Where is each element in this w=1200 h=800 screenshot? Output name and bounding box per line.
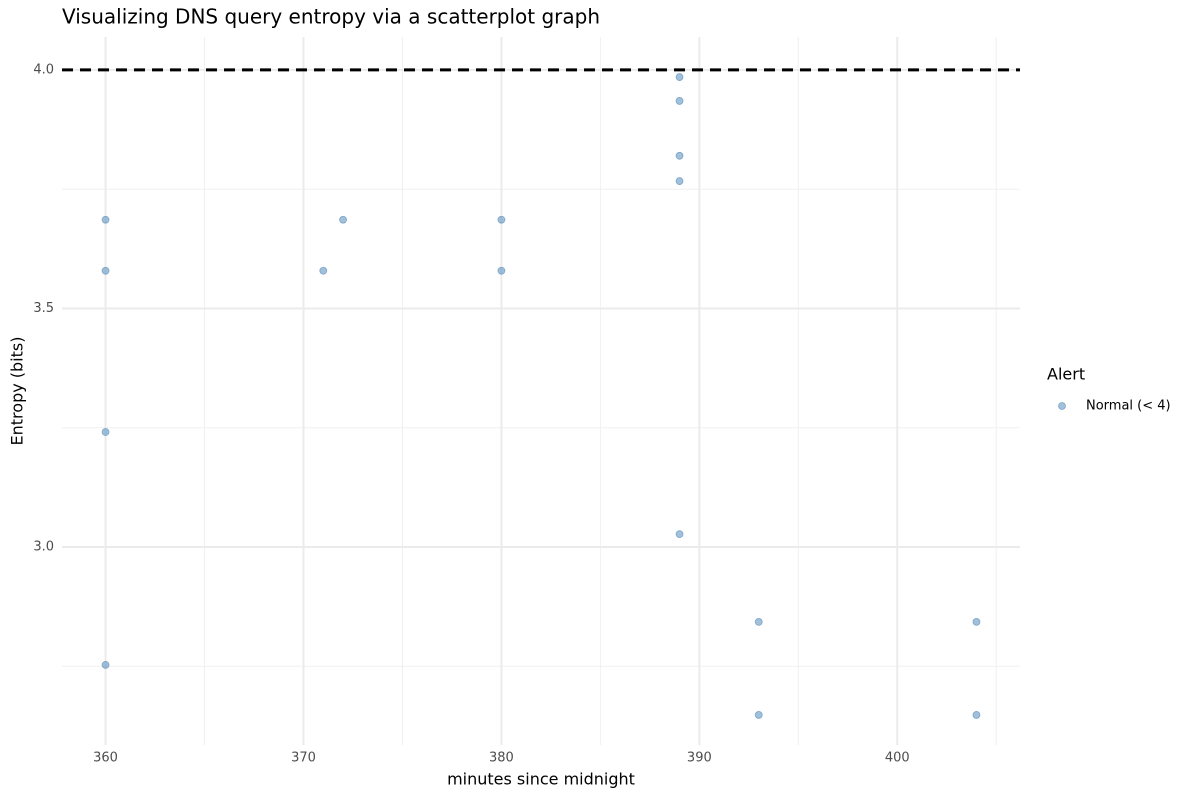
- legend-label: Normal (< 4): [1086, 399, 1171, 414]
- point: [319, 266, 328, 275]
- point: [497, 215, 506, 224]
- y-tick-label: 3.0: [33, 540, 54, 555]
- chart-title: Visualizing DNS query entropy via a scat…: [62, 5, 600, 29]
- point: [101, 428, 110, 436]
- x-tick-label: 390: [687, 751, 712, 766]
- x-tick-label: 370: [291, 751, 316, 766]
- point: [339, 215, 347, 224]
- plot-area: [62, 68, 1020, 719]
- x-axis-label: minutes since midnight: [447, 770, 635, 789]
- point: [754, 618, 763, 626]
- grid: [62, 37, 1020, 745]
- y-tick-label: 4.0: [33, 62, 54, 77]
- point: [675, 73, 684, 81]
- x-tick-label: 360: [93, 751, 118, 766]
- point: [675, 97, 684, 105]
- x-tick-label: 400: [885, 751, 910, 766]
- point: [497, 266, 506, 275]
- point: [972, 618, 981, 626]
- legend-title: Alert: [1047, 365, 1085, 384]
- point: [754, 711, 763, 719]
- point: [101, 266, 110, 275]
- legend-swatch: [1058, 402, 1066, 410]
- point: [675, 530, 684, 539]
- point: [101, 660, 110, 669]
- y-tick-label: 3.5: [33, 301, 54, 316]
- point: [675, 177, 684, 185]
- point: [675, 151, 684, 160]
- point: [972, 711, 981, 719]
- point: [101, 215, 110, 224]
- x-tick-label: 380: [489, 751, 514, 766]
- y-axis-label: Entropy (bits): [8, 337, 27, 446]
